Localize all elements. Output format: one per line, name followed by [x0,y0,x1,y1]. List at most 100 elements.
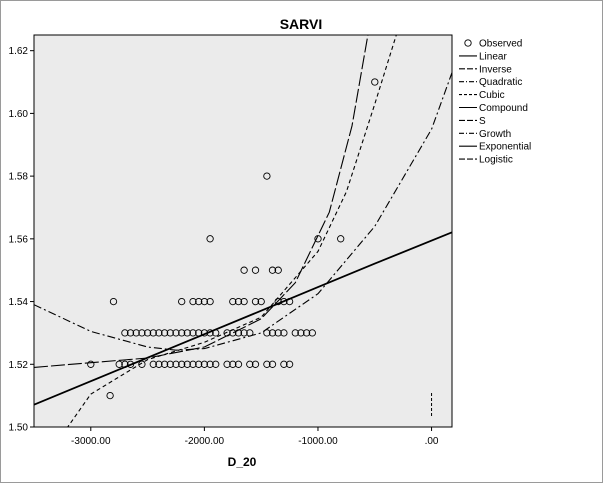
observed-point [285,297,294,306]
chart-title: SARVI [280,16,323,32]
observed-point [280,297,288,306]
observed-point [189,360,197,368]
y-tick-label: 1.58 [9,172,29,183]
legend-label-inverse: Inverse [479,64,512,75]
observed-point [251,297,260,306]
observed-point [206,360,214,368]
observed-point [115,360,123,368]
observed-point [200,360,209,368]
legend-label-observed: Observed [479,39,522,50]
observed-point [280,329,288,337]
observed-point [126,329,135,337]
legend-label-exponential: Exponential [479,142,531,153]
observed-point [268,360,277,368]
axes: 1.50 1.52 1.54 1.56 1.58 1.60 1.62 -3000.00 -200… [9,46,439,447]
observed-point [234,329,243,337]
observed-point [263,329,271,337]
fit-line-quadratic [34,72,452,351]
observed-point [229,329,237,337]
observed-point [149,360,157,368]
observed-point [195,297,203,306]
y-tick-label: 1.62 [9,46,29,57]
observed-point [160,360,169,368]
y-tick-label: 1.54 [9,297,29,308]
observed-point [246,360,254,368]
observed-point [183,360,191,368]
observed-point [206,235,214,243]
observed-point [109,297,118,306]
observed-point [195,360,203,368]
y-tick-label: 1.50 [9,423,29,434]
observed-points [87,78,379,400]
observed-point [280,360,288,368]
observed-point [178,297,186,306]
observed-point [206,329,214,337]
observed-point [143,329,152,337]
observed-point [234,297,243,306]
legend-label-cubic: Cubic [479,90,505,101]
observed-point [274,297,282,306]
legend-label-quadratic: Quadratic [479,77,522,88]
observed-point [308,329,316,337]
observed-point [138,329,146,337]
legend-label-growth: Growth [479,129,511,140]
observed-point [268,329,277,337]
observed-point [212,360,220,368]
observed-point [337,235,345,243]
observed-point [160,329,169,337]
observed-point [178,329,186,337]
observed-point [87,360,95,368]
observed-point [155,360,163,368]
observed-point [189,297,197,306]
observed-point [200,329,209,337]
observed-point [132,329,140,337]
observed-point [251,266,260,274]
observed-point [138,360,146,368]
observed-point [212,329,220,337]
y-tick-label: 1.56 [9,234,29,245]
legend-label-linear: Linear [479,51,507,62]
observed-point [223,329,231,337]
observed-point [314,235,322,243]
observed-point [268,266,277,274]
observed-point [126,360,135,368]
observed-point [229,297,237,306]
x-tick-label: -3000.00 [71,436,111,447]
observed-point [240,329,248,337]
legend-marker-observed [464,39,472,47]
observed-point [240,266,248,274]
y-tick-label: 1.60 [9,109,29,120]
observed-point [251,360,260,368]
x-axis-title: D_20 [228,455,257,469]
y-tick-label: 1.52 [9,360,29,371]
fit-line-inverse [34,35,369,368]
observed-point [246,329,254,337]
plot-area [33,34,453,428]
observed-point [371,78,379,86]
observed-point [257,297,265,306]
observed-point [200,297,209,306]
observed-point [121,360,129,368]
legend-label-logistic: Logistic [479,155,513,166]
observed-point [240,297,248,306]
observed-point [291,329,299,337]
observed-point [149,329,157,337]
observed-point [223,360,231,368]
observed-point [302,329,311,337]
x-tick-label: .00 [425,436,439,447]
observed-point [195,329,203,337]
observed-point [155,329,163,337]
observed-point [166,329,174,337]
observed-point [172,360,180,368]
observed-point [297,329,305,337]
observed-point [189,329,197,337]
observed-point [183,329,191,337]
observed-point [234,360,243,368]
fit-line-linear [34,231,452,406]
observed-point [274,329,282,337]
observed-point [285,360,294,368]
observed-point [229,360,237,368]
